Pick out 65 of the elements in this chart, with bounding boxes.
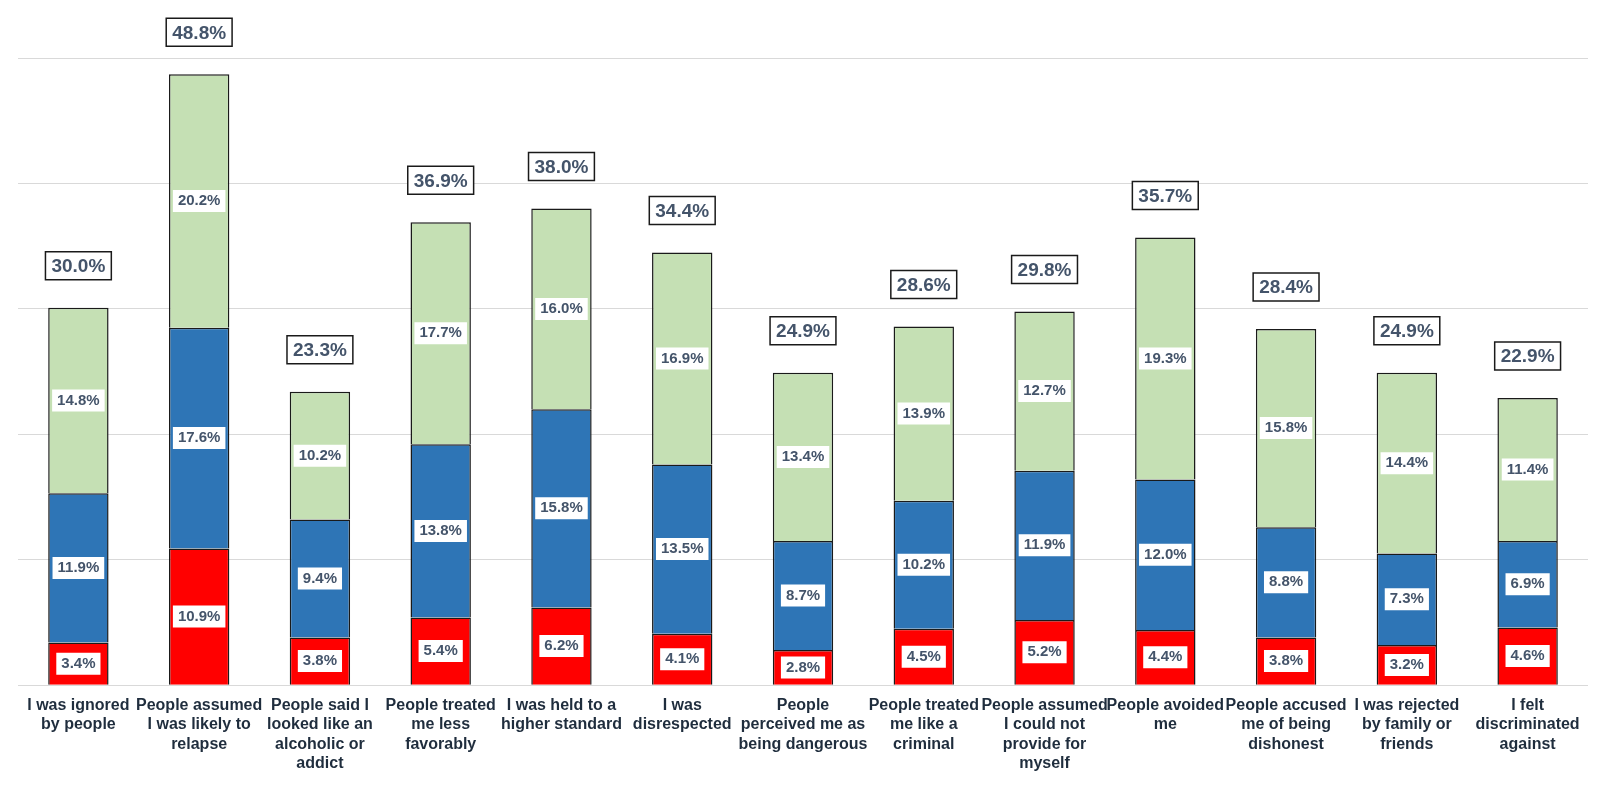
- data-label: 10.9%: [177, 606, 221, 624]
- data-label: 20.2%: [177, 191, 221, 209]
- data-label: 11.9%: [1023, 535, 1066, 553]
- total-label: 29.8%: [1017, 258, 1072, 280]
- x-tick-label: People avoided me: [1106, 696, 1224, 733]
- x-tick-label: People treated me like a criminal: [868, 696, 979, 752]
- data-label: 3.4%: [61, 653, 96, 671]
- data-label: 6.9%: [1510, 574, 1545, 592]
- x-tick-label: People perceived me as being dangerous: [738, 696, 868, 752]
- data-label: 5.4%: [423, 641, 458, 659]
- data-label: 13.9%: [902, 403, 946, 421]
- data-label: 11.9%: [57, 558, 100, 576]
- x-tick-label: People treated me less favorably: [385, 696, 496, 752]
- data-label: 13.4%: [781, 447, 825, 465]
- data-label: 12.7%: [1023, 381, 1066, 399]
- data-label: 17.6%: [177, 428, 221, 446]
- total-label: 34.4%: [655, 199, 710, 221]
- data-label: 13.8%: [419, 521, 462, 539]
- x-tick-label: I was ignored by people: [27, 696, 130, 733]
- data-label: 14.4%: [1385, 453, 1429, 471]
- data-label: 4.5%: [906, 646, 941, 664]
- data-label: 8.8%: [1268, 572, 1304, 590]
- data-label: 2.8%: [785, 657, 821, 675]
- data-label: 10.2%: [902, 554, 946, 572]
- total-label: 48.8%: [172, 21, 227, 43]
- data-label: 16.0%: [540, 299, 583, 317]
- total-label: 38.0%: [534, 155, 589, 177]
- data-label: 13.5%: [660, 539, 704, 557]
- data-label: 4.4%: [1148, 647, 1183, 665]
- data-label: 10.2%: [298, 445, 342, 463]
- total-label: 23.3%: [292, 338, 347, 360]
- total-label: 36.9%: [413, 169, 468, 191]
- data-label: 15.8%: [1264, 418, 1308, 436]
- data-label: 12.0%: [1144, 544, 1187, 562]
- x-tick-label: People assumed I could not provide for myself: [981, 696, 1108, 771]
- x-tick-label: People accused me of being dishonest: [1225, 696, 1347, 752]
- x-tick-label: I was disrespected: [632, 696, 732, 733]
- data-label: 4.1%: [665, 649, 700, 667]
- total-label: 28.6%: [896, 273, 951, 295]
- data-label: 8.7%: [785, 585, 821, 603]
- data-label: 4.6%: [1510, 646, 1545, 664]
- data-label: 16.9%: [660, 348, 704, 366]
- x-tick-label: I was rejected by family or friends: [1354, 696, 1460, 752]
- x-tick-label: I felt discriminated against: [1475, 696, 1580, 752]
- data-label: 19.3%: [1144, 348, 1187, 366]
- total-label: 24.9%: [1379, 320, 1434, 342]
- total-label: 35.7%: [1138, 184, 1193, 206]
- data-label: 15.8%: [540, 498, 583, 516]
- data-label: 11.4%: [1506, 459, 1549, 477]
- x-tick-label: I was held to a higher standard: [501, 696, 622, 733]
- data-label: 9.4%: [302, 568, 338, 586]
- x-tick-label: People assumed I was likely to relapse: [136, 696, 263, 752]
- data-label: 5.2%: [1027, 642, 1062, 660]
- data-label: 14.8%: [57, 390, 100, 408]
- data-label: 3.8%: [302, 651, 338, 669]
- total-label: 30.0%: [51, 254, 106, 276]
- total-label: 22.9%: [1500, 345, 1555, 367]
- x-tick-label: People said I looked like an alcoholic or addict: [267, 696, 373, 771]
- data-label: 3.8%: [1268, 651, 1304, 669]
- total-label: 24.9%: [776, 320, 831, 342]
- data-label: 17.7%: [419, 323, 462, 341]
- total-label: 28.4%: [1259, 276, 1314, 298]
- data-label: 7.3%: [1389, 589, 1424, 607]
- data-label: 6.2%: [544, 636, 579, 654]
- data-label: 3.2%: [1389, 655, 1424, 673]
